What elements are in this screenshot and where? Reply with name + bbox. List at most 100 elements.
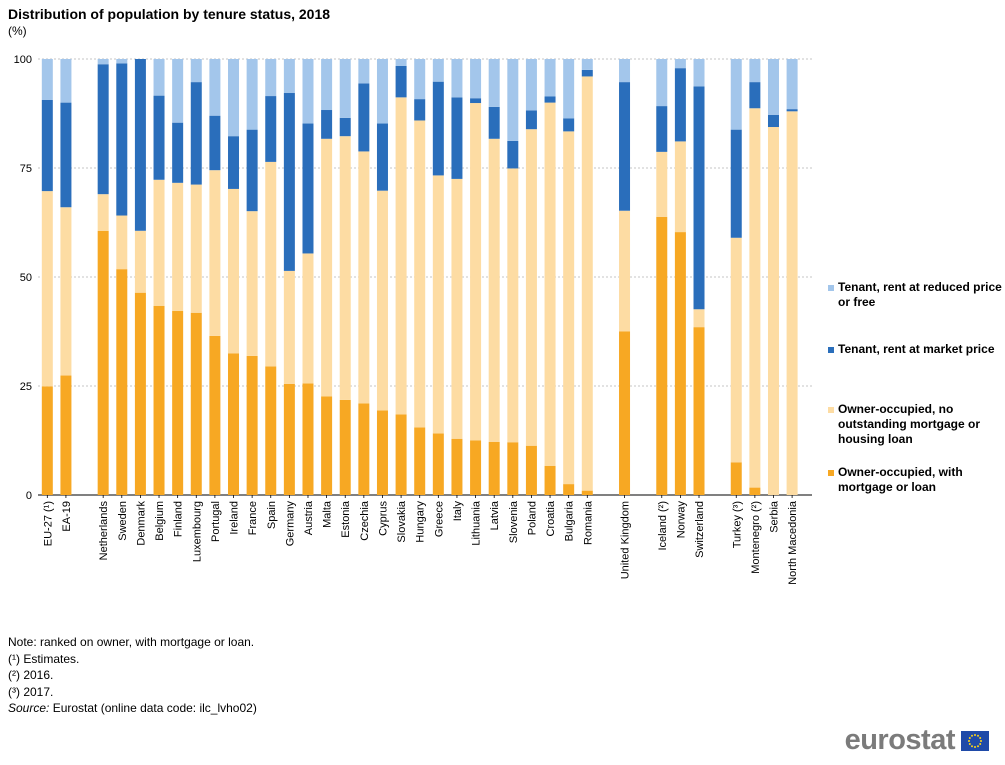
- bar-segment: [97, 64, 109, 195]
- bar-segment: [749, 82, 761, 109]
- bar-segment: [432, 81, 444, 176]
- bar-segment: [283, 270, 295, 384]
- bar-segment: [153, 179, 165, 306]
- bar-segment: [265, 161, 277, 367]
- bar-segment: [525, 445, 537, 495]
- bar-segment: [153, 305, 165, 495]
- bar-segment: [488, 441, 500, 495]
- bar-segment: [414, 59, 426, 100]
- source-text: Eurostat (online data code: ilc_lvho02): [49, 701, 257, 715]
- legend-swatch: [828, 470, 834, 476]
- x-tick-label: Cyprus: [377, 501, 389, 536]
- bar-segment: [693, 309, 705, 328]
- x-tick-label: Lithuania: [471, 500, 483, 546]
- bar-segment: [209, 170, 221, 336]
- bar-segment: [395, 97, 407, 415]
- x-tick-label: Denmark: [135, 501, 147, 546]
- x-tick-label: Italy: [452, 501, 464, 522]
- bar-segment: [470, 440, 482, 495]
- bar-segment: [656, 106, 668, 152]
- bar-segment: [116, 269, 128, 495]
- bar-segment: [544, 465, 556, 495]
- bar-segment: [525, 129, 537, 446]
- bar-segment: [432, 175, 444, 434]
- bar-segment: [376, 410, 388, 495]
- bar-segment: [432, 59, 444, 82]
- bar-segment: [190, 59, 202, 83]
- bar-segment: [749, 108, 761, 488]
- bar-segment: [376, 190, 388, 411]
- bar-segment: [134, 59, 146, 231]
- chart-notes: Note: ranked on owner, with mortgage or …: [8, 634, 257, 717]
- bar-segment: [730, 462, 742, 495]
- bar-segment: [246, 129, 258, 212]
- y-tick-label: 25: [20, 381, 32, 393]
- bar-segment: [674, 68, 686, 142]
- bar-segment: [730, 59, 742, 130]
- x-tick-label: Germany: [284, 501, 296, 547]
- bar-segment: [228, 353, 240, 495]
- x-tick-label: France: [247, 501, 259, 535]
- note-line: (²) 2016.: [8, 668, 54, 682]
- bar-segment: [451, 178, 463, 439]
- bar-segment: [563, 484, 575, 495]
- x-tick-label: Montenegro (²): [750, 501, 762, 574]
- bar-segment: [749, 59, 761, 83]
- legend-label: Tenant, rent at market price: [838, 342, 995, 356]
- bar-segment: [581, 490, 593, 495]
- bar-segment: [358, 403, 370, 495]
- x-tick-label: Hungary: [415, 501, 427, 543]
- bar-segment: [97, 59, 109, 65]
- x-tick-label: Ireland: [229, 501, 241, 535]
- bar-segment: [339, 59, 351, 118]
- x-tick-label: Czechia: [359, 500, 371, 541]
- bar-segment: [246, 211, 258, 356]
- bar-segment: [153, 95, 165, 180]
- bar-segment: [283, 59, 295, 94]
- legend-item-market-rent: Tenant, rent at market price: [828, 342, 995, 357]
- bar-segment: [674, 141, 686, 233]
- x-tick-label: Austria: [303, 500, 315, 535]
- x-tick-label: United Kingdom: [620, 501, 632, 579]
- bar-segment: [451, 59, 463, 98]
- bar-segment: [246, 355, 258, 495]
- bar-segment: [302, 59, 314, 124]
- chart-title: Distribution of population by tenure sta…: [8, 6, 331, 22]
- x-tick-label: Slovakia: [396, 500, 408, 542]
- bar-segment: [321, 59, 333, 111]
- x-tick-label: Bulgaria: [564, 500, 576, 541]
- bar-segment: [767, 59, 779, 115]
- bar-segment: [321, 138, 333, 397]
- x-tick-label: Iceland (²): [657, 501, 669, 551]
- bar-segment: [41, 99, 53, 192]
- bar-segment: [544, 96, 556, 103]
- bar-segment: [544, 102, 556, 466]
- bar-segment: [60, 375, 72, 495]
- eu-flag-icon: [961, 730, 989, 751]
- bar-segment: [767, 114, 779, 128]
- bar-segment: [414, 99, 426, 121]
- bar-segment: [749, 487, 761, 495]
- bar-segment: [321, 110, 333, 139]
- x-tick-label: Spain: [266, 501, 278, 529]
- bar-segment: [190, 184, 202, 313]
- bar-segment: [619, 59, 631, 83]
- note-line: (¹) Estimates.: [8, 651, 80, 666]
- bar-segment: [339, 117, 351, 137]
- bar-segment: [265, 59, 277, 97]
- bar-segment: [432, 433, 444, 495]
- y-tick-label: 0: [26, 490, 32, 502]
- bar-segment: [60, 102, 72, 208]
- bar-segment: [507, 59, 519, 141]
- bar-segment: [60, 59, 72, 103]
- source-label: Source:: [8, 701, 50, 715]
- x-tick-label: EA-19: [61, 501, 73, 532]
- x-tick-label: EU-27 (¹): [42, 501, 54, 546]
- x-tick-label: Finland: [173, 501, 185, 537]
- bar-segment: [507, 140, 519, 169]
- y-tick-label: 50: [20, 272, 32, 284]
- note-line: Note: ranked on owner, with mortgage or …: [8, 635, 255, 649]
- bar-segment: [97, 230, 109, 495]
- legend-swatch: [828, 285, 834, 291]
- bar-segment: [376, 123, 388, 191]
